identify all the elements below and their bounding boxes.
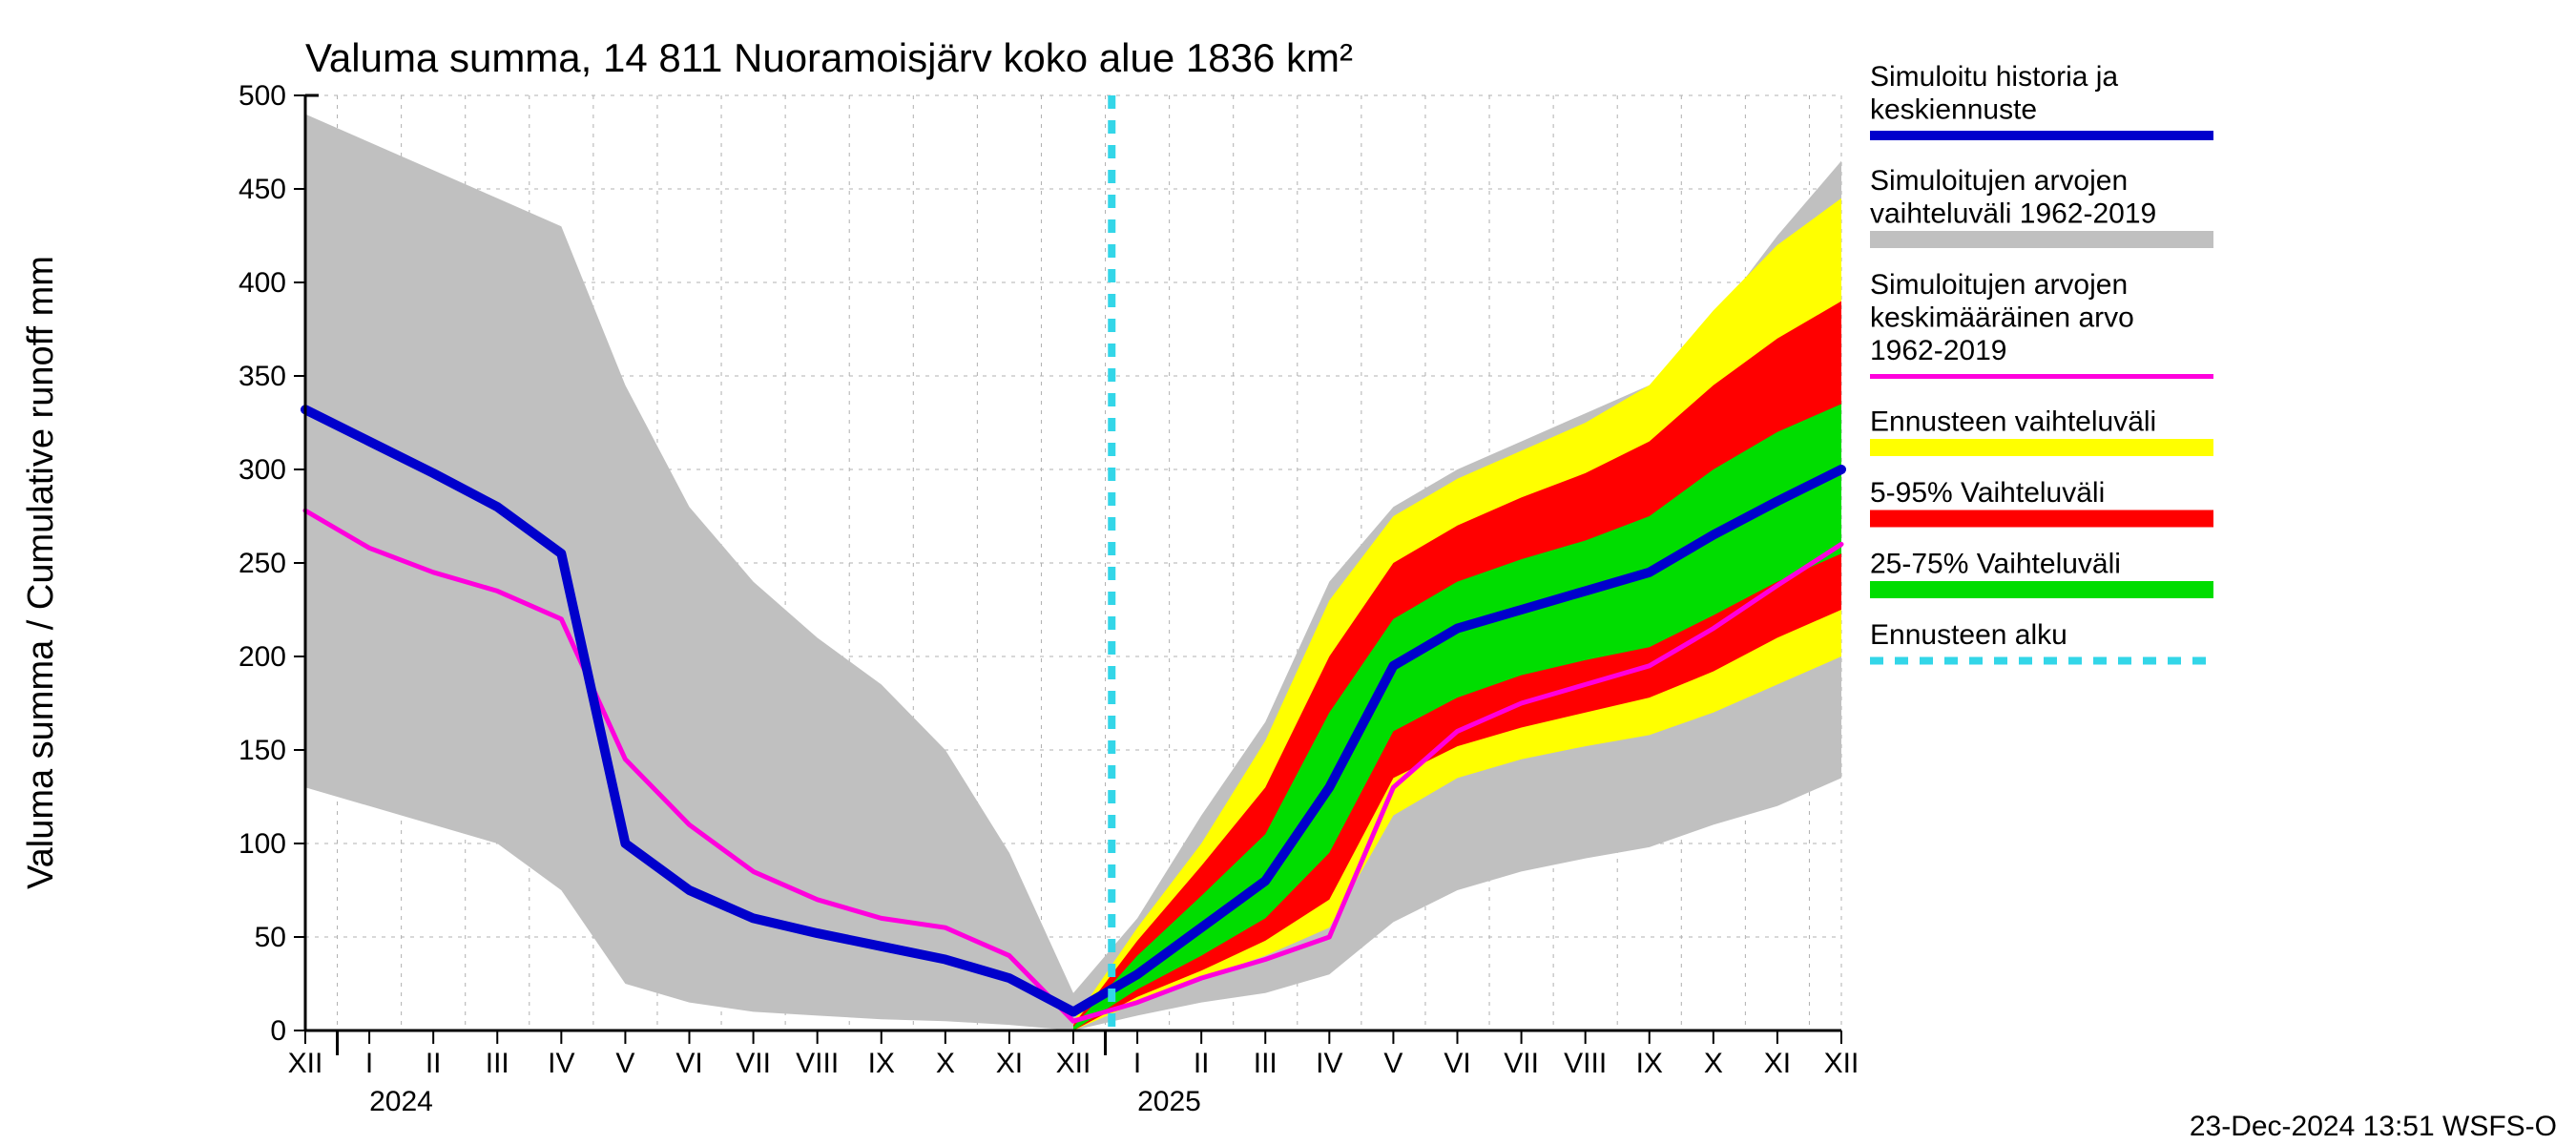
plot-area: 050100150200250300350400450500XIIIIIIIII… <box>239 80 1859 1117</box>
legend-swatch <box>1870 510 2213 528</box>
x-tick-label: XI <box>1764 1048 1791 1079</box>
x-year-label: 2024 <box>369 1086 433 1117</box>
x-tick-label: XII <box>288 1048 323 1079</box>
y-tick-label: 400 <box>239 267 286 299</box>
y-tick-label: 350 <box>239 361 286 392</box>
x-tick-label: V <box>615 1048 634 1079</box>
legend-label: 1962-2019 <box>1870 335 2006 366</box>
legend-label: Simuloitu historia ja <box>1870 61 2118 93</box>
x-tick-label: III <box>486 1048 509 1079</box>
legend-swatch <box>1870 581 2213 598</box>
y-tick-label: 450 <box>239 174 286 205</box>
x-tick-label: X <box>936 1048 955 1079</box>
legend-label: keskiennuste <box>1870 94 2037 126</box>
legend-label: Ennusteen vaihteluväli <box>1870 406 2156 438</box>
legend-label: keskimääräinen arvo <box>1870 302 2134 334</box>
x-tick-label: VIII <box>796 1048 839 1079</box>
legend-label: Ennusteen alku <box>1870 619 2067 651</box>
y-tick-label: 50 <box>255 922 286 953</box>
legend-label: Simuloitujen arvojen <box>1870 269 2128 301</box>
x-tick-label: VI <box>675 1048 702 1079</box>
cumulative-runoff-chart: Valuma summa, 14 811 Nuoramoisjärv koko … <box>0 0 2576 1145</box>
legend-label: vaihteluväli 1962-2019 <box>1870 198 2156 230</box>
x-tick-label: V <box>1383 1048 1402 1079</box>
x-tick-label: IX <box>1636 1048 1663 1079</box>
x-tick-label: XI <box>996 1048 1023 1079</box>
y-tick-label: 0 <box>270 1015 286 1047</box>
y-tick-label: 250 <box>239 548 286 579</box>
y-tick-label: 300 <box>239 454 286 486</box>
x-tick-label: VI <box>1444 1048 1470 1079</box>
x-tick-label: IV <box>1316 1048 1342 1079</box>
x-tick-label: XII <box>1056 1048 1091 1079</box>
legend-swatch <box>1870 439 2213 456</box>
legend-swatch <box>1870 231 2213 248</box>
x-tick-label: VII <box>736 1048 771 1079</box>
x-tick-label: III <box>1254 1048 1278 1079</box>
y-tick-label: 150 <box>239 735 286 766</box>
y-tick-label: 500 <box>239 80 286 112</box>
x-tick-label: IV <box>548 1048 574 1079</box>
y-axis-label: Valuma summa / Cumulative runoff mm <box>21 256 61 889</box>
legend-label: 25-75% Vaihteluväli <box>1870 549 2121 580</box>
chart-title: Valuma summa, 14 811 Nuoramoisjärv koko … <box>305 35 1353 80</box>
y-tick-label: 200 <box>239 641 286 673</box>
x-tick-label: XII <box>1824 1048 1859 1079</box>
x-tick-label: II <box>426 1048 442 1079</box>
x-year-label: 2025 <box>1137 1086 1201 1117</box>
x-tick-label: VIII <box>1564 1048 1607 1079</box>
x-tick-label: I <box>365 1048 373 1079</box>
x-tick-label: I <box>1133 1048 1141 1079</box>
y-tick-label: 100 <box>239 828 286 860</box>
x-tick-label: II <box>1194 1048 1210 1079</box>
x-tick-label: X <box>1704 1048 1723 1079</box>
legend-label: 5-95% Vaihteluväli <box>1870 477 2105 509</box>
legend: Simuloitu historia jakeskiennuste Simuloi… <box>1870 61 2213 661</box>
legend-label: Simuloitujen arvojen <box>1870 165 2128 197</box>
x-tick-label: IX <box>868 1048 895 1079</box>
timestamp-footnote: 23-Dec-2024 13:51 WSFS-O <box>2190 1111 2557 1142</box>
x-tick-label: VII <box>1504 1048 1539 1079</box>
